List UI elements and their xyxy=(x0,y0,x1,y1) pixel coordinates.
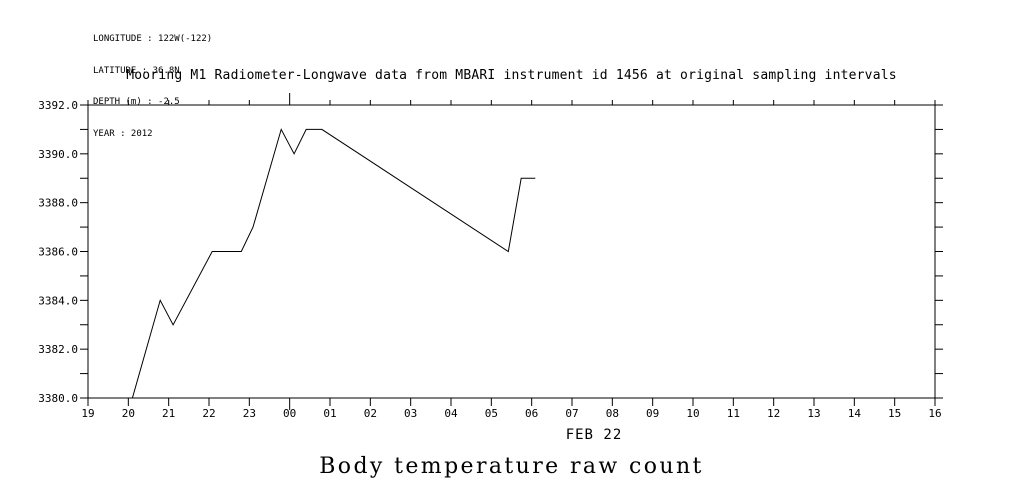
x-tick-label: 01 xyxy=(323,407,336,420)
meta-year: YEAR : 2012 xyxy=(93,128,153,139)
meta-longitude: LONGITUDE : 122W(-122) xyxy=(93,34,213,44)
x-tick-label: 14 xyxy=(848,407,862,420)
x-tick-label: 15 xyxy=(888,407,901,420)
chart-caption: Body temperature raw count xyxy=(319,454,704,479)
x-tick-label: 13 xyxy=(807,407,820,420)
x-tick-label: 12 xyxy=(767,407,780,420)
meta-latitude: LATITUDE : 36.8N xyxy=(93,65,180,76)
x-tick-label: 07 xyxy=(565,407,578,420)
y-tick-label: 3384.0 xyxy=(38,294,78,307)
x-tick-label: 10 xyxy=(686,407,699,420)
x-tick-label: 22 xyxy=(202,407,215,420)
data-line-body-temperature-raw-count xyxy=(131,128,536,399)
y-tick-label: 3386.0 xyxy=(38,246,78,259)
x-tick-label: 21 xyxy=(162,407,175,420)
x-tick-label: 06 xyxy=(525,407,538,420)
x-axis-date-label: FEB 22 xyxy=(566,427,623,443)
x-tick-label: 19 xyxy=(81,407,94,420)
x-tick-label: 05 xyxy=(485,407,498,420)
x-tick-label: 08 xyxy=(606,407,619,420)
y-tick-label: 3382.0 xyxy=(38,343,78,356)
x-tick-label: 11 xyxy=(727,407,740,420)
y-tick-label: 3390.0 xyxy=(38,148,78,161)
x-tick-label: 23 xyxy=(243,407,256,420)
y-tick-label: 3380.0 xyxy=(38,392,78,405)
x-tick-label: 02 xyxy=(364,407,377,420)
x-tick-label: 16 xyxy=(928,407,941,420)
y-tick-label: 3388.0 xyxy=(38,197,78,210)
x-tick-label: 04 xyxy=(444,407,458,420)
chart-title: Mooring M1 Radiometer-Longwave data from… xyxy=(126,68,897,83)
x-tick-label: 00 xyxy=(283,407,296,420)
x-tick-label: 20 xyxy=(122,407,135,420)
x-tick-label: 09 xyxy=(646,407,659,420)
y-tick-label: 3392.0 xyxy=(38,99,78,112)
x-tick-label: 03 xyxy=(404,407,417,420)
